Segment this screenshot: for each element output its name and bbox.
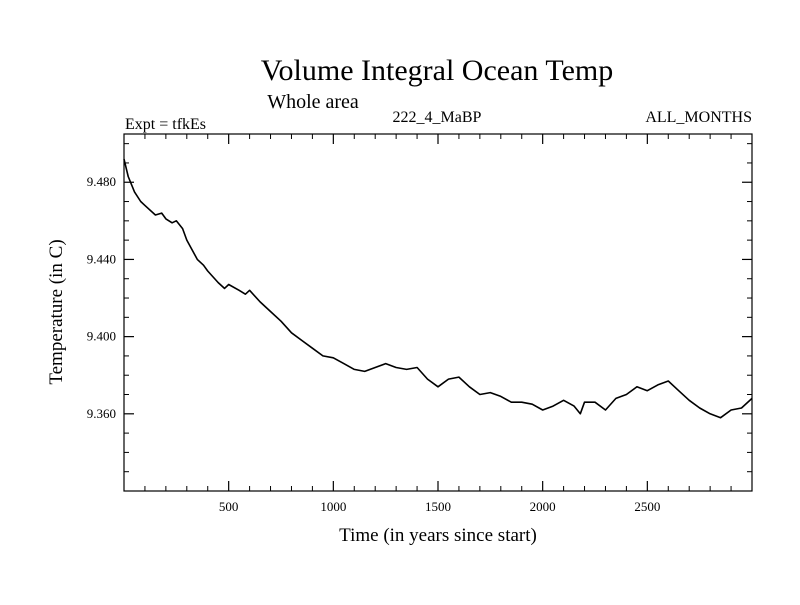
- y-axis-label: Temperature (in C): [46, 239, 67, 384]
- x-axis-label: Time (in years since start): [339, 525, 537, 546]
- temperature-series-line: [123, 158, 753, 419]
- run-label: 222_4_MaBP: [393, 109, 482, 126]
- y-tick-label: 9.480: [87, 174, 116, 189]
- x-tick-label: 2000: [530, 499, 556, 514]
- x-tick-label: 2500: [634, 499, 660, 514]
- x-tick-label: 500: [219, 499, 239, 514]
- y-axis-ticks: 9.360 9.400 9.440 9.480: [87, 174, 752, 421]
- experiment-label: Expt = tfkEs: [125, 116, 206, 133]
- chart-title: Volume Integral Ocean Temp: [261, 54, 614, 87]
- x-tick-label: 1000: [320, 499, 346, 514]
- x-axis-ticks: 500 1000 1500 2000 2500: [219, 134, 660, 514]
- chart-subtitle: Whole area: [267, 91, 359, 113]
- x-tick-label: 1500: [425, 499, 451, 514]
- y-tick-label: 9.440: [87, 251, 116, 266]
- y-tick-label: 9.400: [87, 329, 116, 344]
- plot-frame: [123, 133, 753, 492]
- y-tick-label: 9.360: [87, 406, 116, 421]
- months-label: ALL_MONTHS: [645, 109, 752, 126]
- minor-ticks: [124, 134, 752, 491]
